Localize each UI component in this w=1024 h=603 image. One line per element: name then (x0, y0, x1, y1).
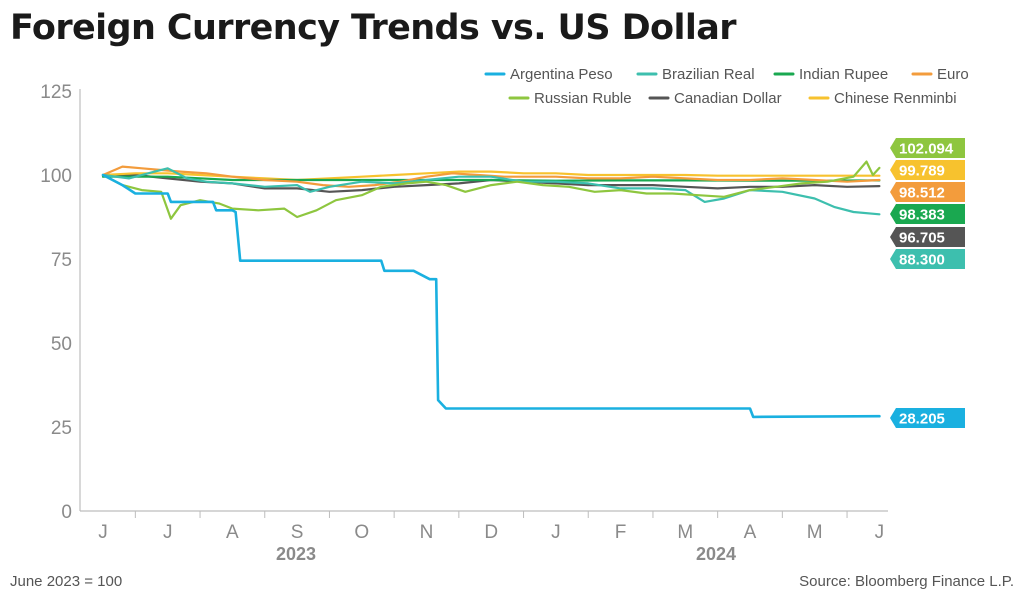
legend-label: Canadian Dollar (674, 90, 782, 107)
series-line-argentina-peso (101, 173, 881, 419)
end-label-value: 96.705 (899, 230, 945, 247)
end-label-value: 102.094 (899, 141, 954, 158)
x-tick-label: O (354, 522, 369, 543)
year-label: 2023 (276, 544, 316, 564)
series-line-euro (101, 165, 881, 188)
end-label-tag (890, 160, 965, 180)
x-tick-label: N (420, 522, 434, 543)
end-label-value: 99.789 (899, 163, 945, 180)
legend: Argentina Peso Brazilian Real Indian Rupee… (484, 66, 969, 107)
y-tick-label: 0 (61, 502, 72, 523)
end-label-value: 98.512 (899, 185, 945, 202)
y-tick-label: 50 (51, 334, 72, 355)
legend-label: Euro (937, 66, 969, 83)
x-tick-label: S (291, 522, 304, 543)
x-tick-label: J (98, 522, 108, 543)
end-label-tag (890, 227, 965, 247)
y-tick-label: 125 (40, 82, 72, 103)
legend-label: Indian Rupee (799, 66, 888, 83)
axes: 0 25 50 75 100 125 J J A S O N D J F M A M J 2023 2024 (40, 82, 888, 564)
end-label-tag (890, 182, 965, 202)
series-lines (101, 160, 881, 419)
x-tick-label: A (226, 522, 239, 543)
legend-label: Chinese Renminbi (834, 90, 957, 107)
x-tick-label: J (875, 522, 885, 543)
x-tick-label: M (807, 522, 823, 543)
end-label-tag (890, 204, 965, 224)
chart-title: Foreign Currency Trends vs. US Dollar (10, 8, 737, 48)
y-tick-label: 75 (51, 250, 72, 271)
end-label-value: 98.383 (899, 207, 945, 224)
x-tick-label: J (163, 522, 173, 543)
end-labels: 102.094 99.789 98.512 98.383 96.705 88.300 28.… (890, 138, 965, 428)
x-tick-label: A (744, 522, 757, 543)
legend-label: Russian Ruble (534, 90, 632, 107)
x-tick-label: F (615, 522, 627, 543)
source-note: Source: Bloomberg Finance L.P. (799, 573, 1014, 590)
end-label-tag (890, 249, 965, 269)
legend-label: Argentina Peso (510, 66, 613, 83)
legend-label: Brazilian Real (662, 66, 755, 83)
x-tick-label: J (551, 522, 561, 543)
year-label: 2024 (696, 544, 736, 564)
end-label-value: 28.205 (899, 411, 945, 428)
x-tick-label: D (484, 522, 498, 543)
baseline-note: June 2023 = 100 (10, 573, 123, 590)
end-label-value: 88.300 (899, 252, 945, 269)
y-tick-label: 25 (51, 418, 72, 439)
x-tick-label: M (677, 522, 693, 543)
y-tick-label: 100 (40, 166, 72, 187)
end-label-tag (890, 408, 965, 428)
end-label-tag (890, 138, 965, 158)
